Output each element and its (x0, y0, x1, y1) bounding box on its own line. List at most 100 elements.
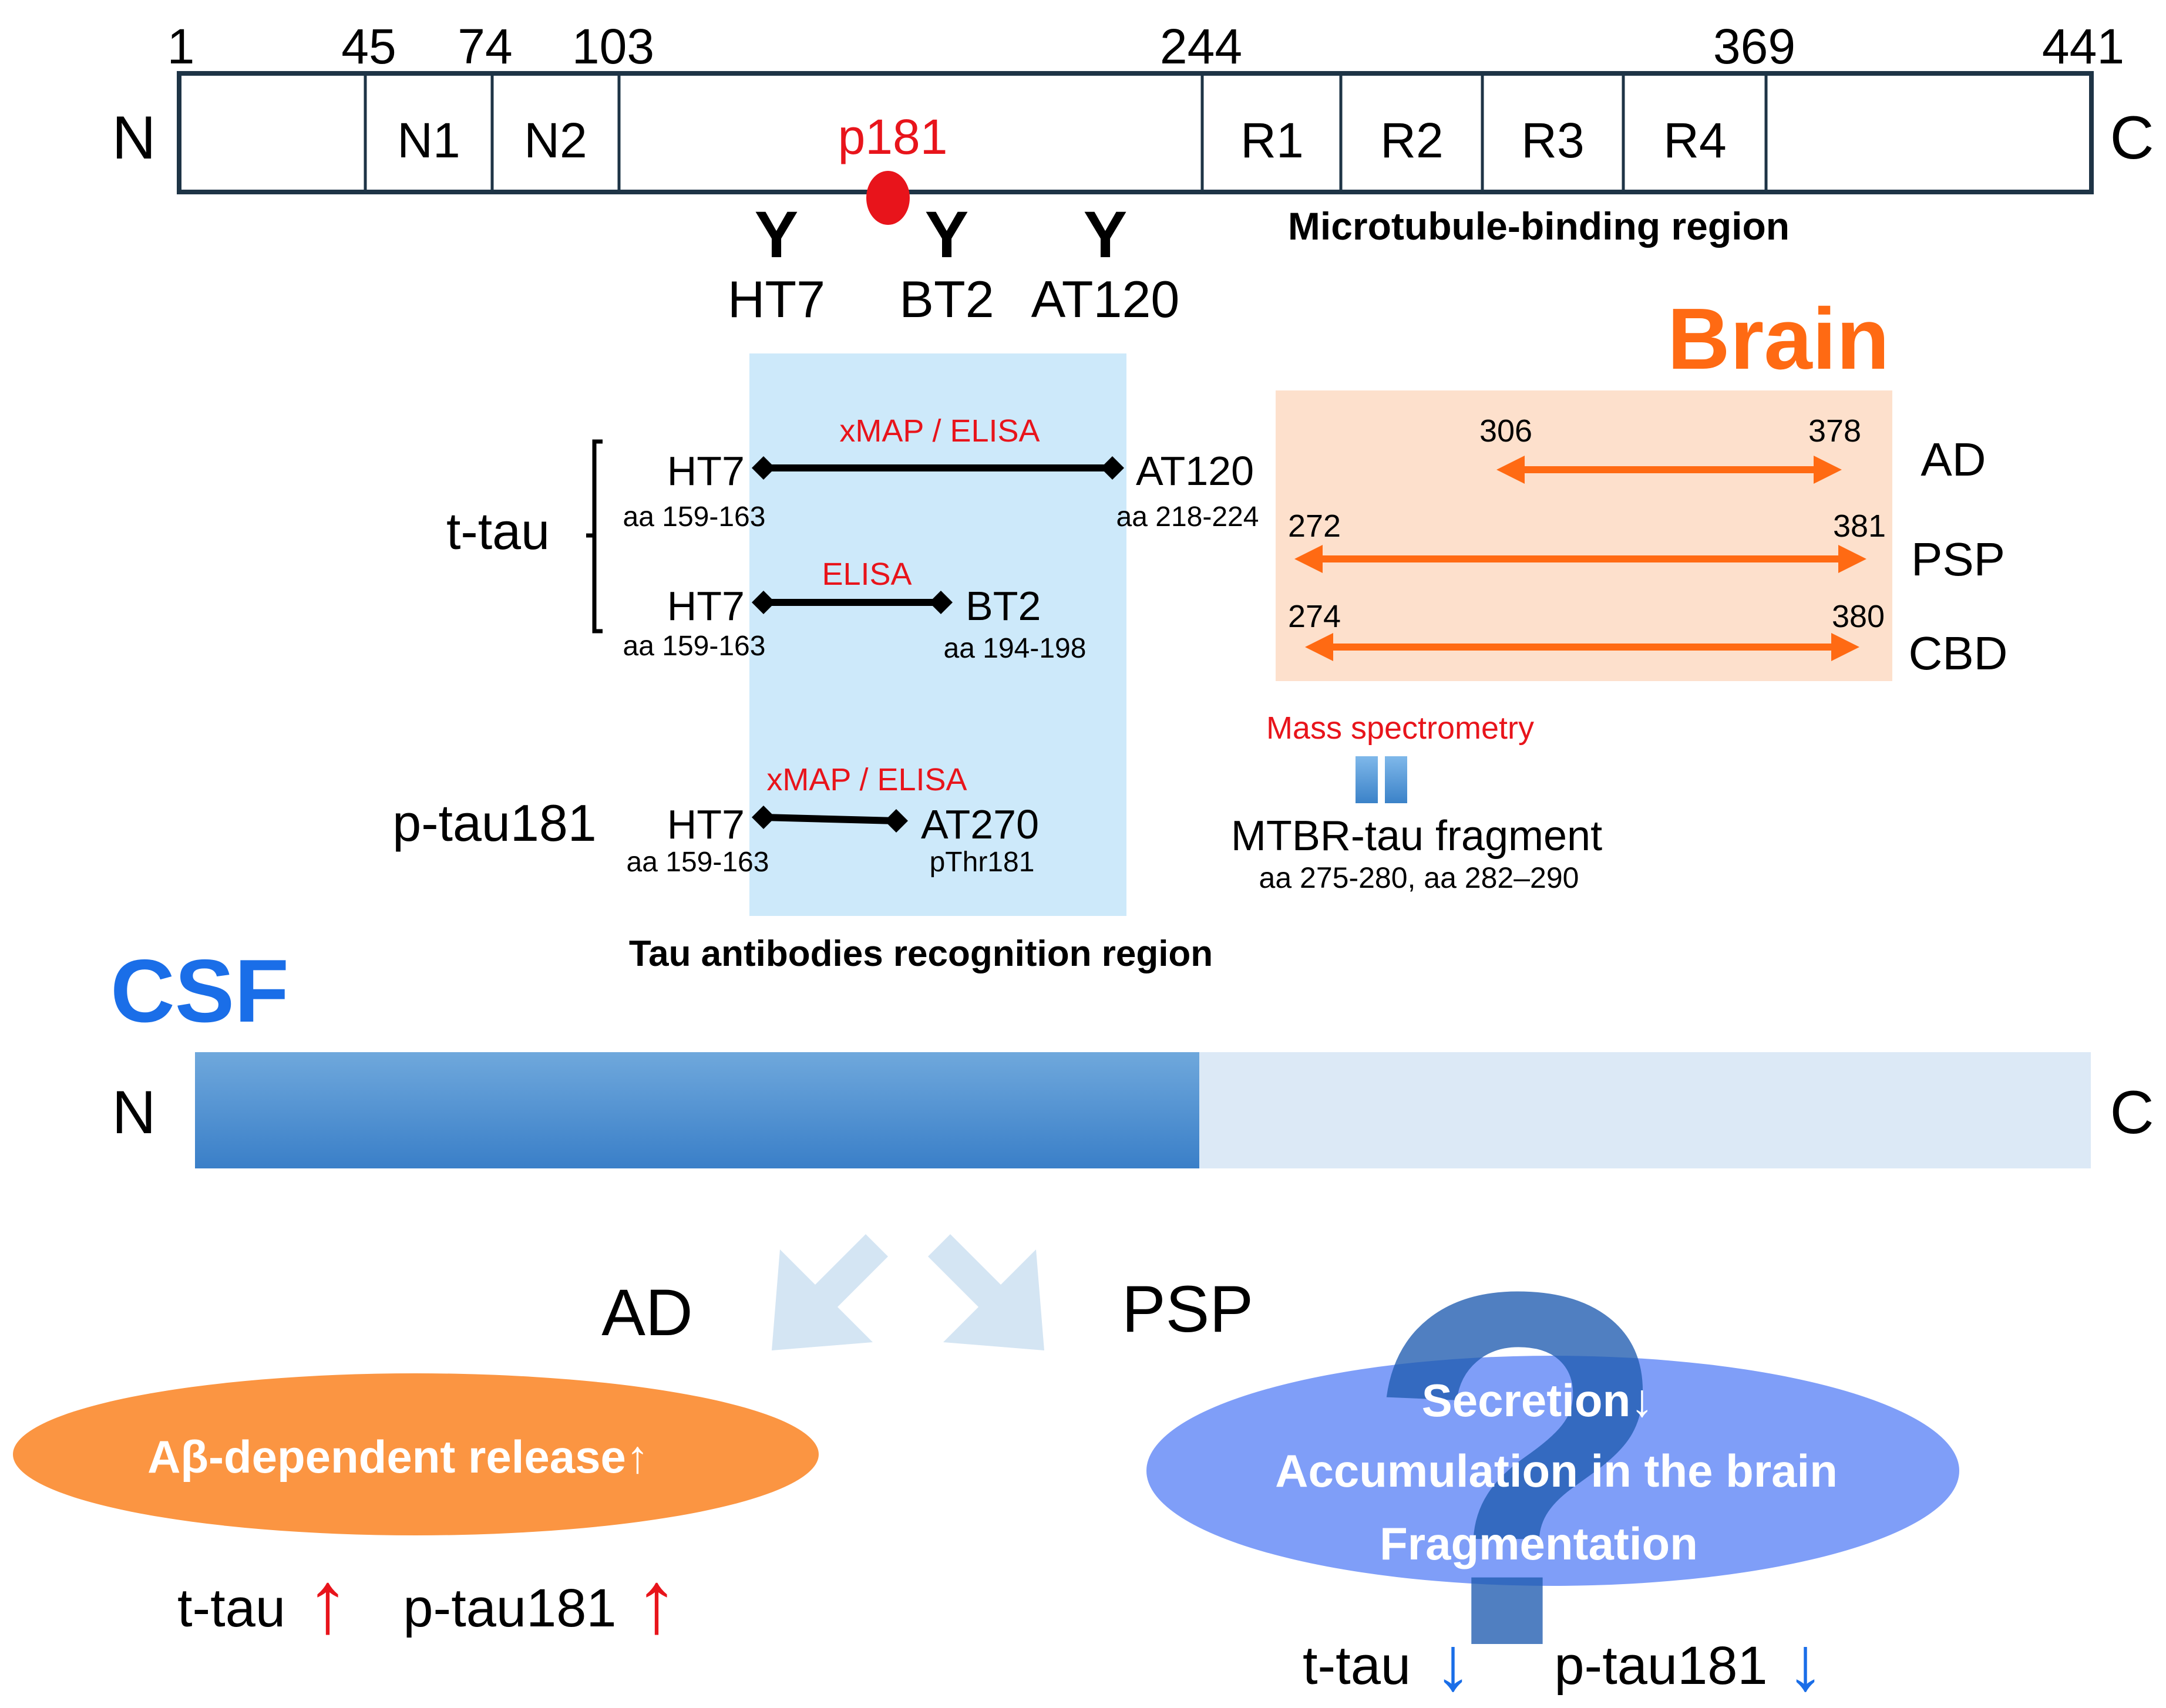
fragment-start: 272 (1288, 508, 1341, 544)
down-arrow-icon: ↓ (1434, 1621, 1472, 1706)
psp-outcome: PSP ? Secretion↓ Accumulation in the bra… (1122, 1187, 1959, 1708)
domain-label: R2 (1380, 113, 1443, 168)
brain-title: Brain (1667, 291, 1889, 388)
assay-row-ttau-elisa: ELISA HT7 aa 159-163 BT2 aa 194-198 (623, 557, 1087, 664)
position-label: 45 (341, 19, 396, 74)
ptau-group-label: p-tau181 (392, 794, 596, 852)
brain-fragment-box (1276, 390, 1892, 681)
position-label: 369 (1713, 19, 1795, 74)
domain-label: R4 (1663, 113, 1726, 168)
brain-row-cbd: 274 380 CBD (1288, 599, 2008, 679)
protein-map: N C 1 45 74 103 244 369 441 N1 N2 R1 R2 (112, 19, 2154, 328)
csf-title: CSF (110, 941, 289, 1041)
domain-label: N1 (397, 113, 460, 168)
diamond-marker (929, 591, 953, 614)
assay-right-antibody: AT120 (1136, 448, 1254, 494)
fragment-end: 381 (1833, 508, 1886, 544)
position-label: 441 (2042, 19, 2124, 74)
mtbr-label: Microtubule-binding region (1288, 204, 1790, 248)
diamond-marker (752, 591, 775, 614)
arrow-head-icon (1294, 545, 1323, 573)
psp-mechanism-line: Fragmentation (1380, 1518, 1698, 1569)
psp-mechanism-ellipse (1146, 1356, 1959, 1586)
assay-method-label: xMAP / ELISA (766, 762, 967, 797)
fragment-bar-icon (1356, 756, 1378, 803)
ad-ptau-label: p-tau181 (403, 1578, 616, 1638)
ttau-group-label: t-tau (446, 502, 550, 560)
fragment-end: 378 (1808, 413, 1861, 449)
protein-n-terminus: N (112, 104, 156, 172)
csf-c-terminal-region (1198, 1052, 2091, 1168)
antibody-y-icon: Y (925, 198, 969, 271)
position-labels: 1 45 74 103 244 369 441 (167, 19, 2124, 74)
csf-n-terminal-region (195, 1052, 1199, 1168)
assay-left-antibody: HT7 (667, 448, 745, 494)
assay-span-line (763, 814, 897, 824)
ttau-bracket (586, 439, 603, 634)
domain-dividers (364, 73, 1768, 192)
csf-n-terminus: N (112, 1079, 156, 1147)
arrow-down-left-icon (772, 1234, 888, 1350)
antibody-label: HT7 (728, 270, 825, 328)
assay-right-antibody: BT2 (966, 583, 1041, 629)
down-arrow-icon: ↓ (1787, 1621, 1825, 1706)
recognition-region-box (749, 353, 1126, 916)
assay-row-ptau-xmap: xMAP / ELISA HT7 aa 159-163 AT270 pThr18… (627, 762, 1039, 878)
assay-left-range: aa 159-163 (627, 847, 769, 878)
antibody-label: BT2 (899, 270, 994, 328)
assay-left-antibody: HT7 (667, 801, 745, 847)
antibody-y-icon: Y (1084, 198, 1128, 271)
arrow-head-icon (1814, 456, 1842, 484)
arrow-head-icon (1831, 633, 1859, 661)
arrow-head-icon (1838, 545, 1866, 573)
assay-section: Tau antibodies recognition region t-tau … (392, 353, 1259, 974)
assay-right-range: aa 218-224 (1116, 501, 1259, 533)
assay-method-label: ELISA (822, 557, 912, 592)
up-arrow-icon: ↑ (306, 1552, 350, 1651)
phospho-site-dot (866, 171, 910, 225)
fragment-start: 274 (1288, 599, 1341, 634)
recognition-region-label: Tau antibodies recognition region (629, 934, 1213, 974)
brain-row-psp: 272 381 PSP (1288, 508, 2005, 585)
mass-spec-label: Mass spectrometry (1266, 710, 1534, 746)
psp-mechanism-line: Secretion↓ (1422, 1375, 1653, 1426)
brain-disease-label: AD (1921, 433, 1986, 486)
fragment-end: 380 (1832, 599, 1885, 634)
brain-section: Brain 306 378 AD 272 381 PSP 274 380 CBD (1231, 291, 2008, 894)
psp-ttau-label: t-tau (1303, 1636, 1411, 1696)
arrow-head-icon (1305, 633, 1333, 661)
assay-row-ttau-xmap: xMAP / ELISA HT7 aa 159-163 AT120 aa 218… (623, 413, 1259, 533)
fragment-bar-icon (1385, 756, 1407, 803)
diamond-marker (884, 809, 908, 833)
ad-outcome: AD Aβ-dependent release↑ t-tau ↑ p-tau18… (13, 1276, 819, 1651)
assay-right-range: aa 194-198 (944, 633, 1087, 664)
domain-label: R1 (1240, 113, 1303, 168)
ad-mechanism-ellipse (13, 1373, 819, 1535)
assay-method-label: xMAP / ELISA (839, 413, 1040, 449)
domain-label: R3 (1521, 113, 1584, 168)
arrow-head-icon (1496, 456, 1525, 484)
domain-label: N2 (524, 113, 587, 168)
psp-ptau-label: p-tau181 (1554, 1636, 1767, 1696)
arrow-down-right-icon (928, 1234, 1044, 1350)
ad-ttau-label: t-tau (177, 1578, 285, 1638)
brain-row-ad: 306 378 AD (1479, 413, 1986, 486)
csf-section: CSF N C (110, 941, 2154, 1168)
diamond-marker (1101, 456, 1124, 480)
antibody-y-icon: Y (755, 198, 799, 271)
fragment-start: 306 (1479, 413, 1532, 449)
mtbr-fragment-label: MTBR-tau fragment (1231, 813, 1602, 860)
psp-outcome-title: PSP (1122, 1272, 1253, 1346)
diamond-marker (752, 806, 775, 829)
question-mark-icon: ? (1363, 1187, 1671, 1708)
mtbr-fragment-range: aa 275-280, aa 282–290 (1259, 861, 1579, 894)
ad-mechanism-label: Aβ-dependent release↑ (147, 1431, 649, 1483)
position-label: 74 (458, 19, 512, 74)
protein-c-terminus: C (2110, 104, 2154, 172)
domain-labels: N1 N2 R1 R2 R3 R4 (397, 113, 1726, 168)
up-arrow-icon: ↑ (635, 1552, 679, 1651)
tau-protein-bar (177, 71, 2094, 194)
assay-right-range: pThr181 (930, 847, 1035, 878)
assay-left-antibody: HT7 (667, 583, 745, 629)
brain-disease-label: PSP (1911, 533, 2005, 585)
